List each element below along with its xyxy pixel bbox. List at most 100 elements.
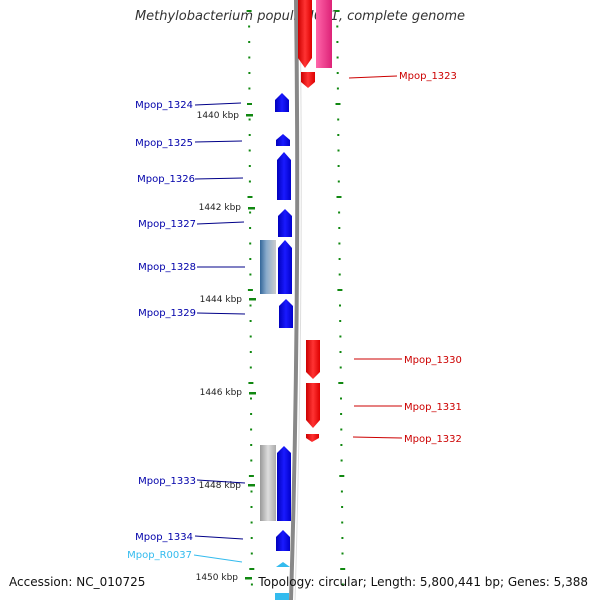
tick-mark (337, 180, 340, 183)
tick-mark (340, 413, 343, 415)
tick-mark (339, 335, 342, 338)
gene-feature-gray[interactable] (260, 240, 276, 294)
tick-mark (248, 149, 251, 152)
kbp-label: 1448 kbp (199, 481, 242, 491)
tick-mark (250, 413, 253, 415)
tick-mark (250, 552, 253, 555)
tick-mark (341, 506, 344, 508)
gene-feature-mpop-1327[interactable] (278, 209, 292, 237)
tick-mark (334, 10, 340, 12)
tick-mark (339, 304, 341, 307)
kbp-scale: 1440 kbp 1442 kbp 1444 kbp 1446 kbp 1448… (196, 111, 256, 583)
tick-mark (248, 475, 254, 477)
tick-mark (340, 397, 342, 400)
gene-label-mpop-1328[interactable]: Mpop_1328 (138, 262, 196, 273)
gene-feature-mpop-1332[interactable] (306, 434, 319, 442)
gene-label-mpop-1325[interactable]: Mpop_1325 (135, 138, 193, 149)
tick-mark (249, 351, 252, 353)
tick-mark (248, 165, 251, 167)
tick-mark (337, 289, 343, 291)
gene-label-mpop-1333[interactable]: Mpop_1333 (138, 476, 196, 487)
kbp-label: 1450 kbp (196, 573, 239, 583)
tick-mark (336, 25, 339, 28)
tick-mark (249, 242, 252, 245)
tick-mark (247, 196, 253, 198)
gene-feature-mpop-1326[interactable] (277, 152, 291, 200)
tick-mark (249, 227, 252, 229)
tick-mark (336, 72, 339, 74)
tick-mark (250, 521, 253, 524)
right-tick-track (334, 10, 346, 586)
gene-feature-mpop-1331[interactable] (306, 383, 320, 428)
gene-label-mpop-r0037[interactable]: Mpop_R0037 (127, 550, 192, 561)
tick-mark (248, 87, 251, 90)
tick-mark (250, 459, 253, 462)
tick-mark (339, 475, 345, 477)
tick-mark (246, 10, 252, 12)
gene-feature-mpop-1325[interactable] (276, 134, 290, 146)
backbone-line (289, 0, 300, 600)
tick-mark (248, 382, 254, 384)
tick-mark (337, 165, 340, 167)
tick-mark (247, 103, 252, 105)
tick-mark (337, 149, 340, 152)
tick-mark (248, 25, 251, 28)
tick-mark (250, 490, 253, 493)
gene-labels: Mpop_1323 Mpop_1324 Mpop_1325 Mpop_1326 … (127, 71, 462, 561)
gene-feature-mpop-1329[interactable] (279, 299, 293, 328)
gene-label-mpop-1331[interactable]: Mpop_1331 (404, 402, 462, 413)
tick-mark (336, 87, 339, 90)
gene-label-mpop-1330[interactable]: Mpop_1330 (404, 355, 462, 366)
topology-text: Topology: circular; Length: 5,800,441 bp… (258, 575, 588, 589)
tick-mark (338, 273, 341, 276)
gene-label-mpop-1332[interactable]: Mpop_1332 (404, 434, 462, 445)
tick-mark (249, 568, 255, 570)
gene-features (260, 0, 332, 600)
tick-mark (336, 196, 342, 198)
gene-feature-mpop-1333[interactable] (277, 446, 291, 521)
tick-mark (248, 56, 251, 59)
tick-mark (248, 41, 251, 43)
gene-label-mpop-1323[interactable]: Mpop_1323 (399, 71, 457, 82)
tick-mark (336, 56, 339, 59)
left-tick-track (246, 10, 255, 586)
gene-feature-mpop-1328[interactable] (278, 240, 292, 294)
tick-mark (340, 444, 343, 446)
gene-label-mpop-1334[interactable]: Mpop_1334 (135, 532, 193, 543)
tick-mark (337, 134, 340, 136)
gene-label-mpop-1327[interactable]: Mpop_1327 (138, 219, 196, 230)
accession-text: Accession: NC_010725 (9, 575, 146, 589)
tick-mark (340, 459, 343, 462)
gene-feature-mpop-1334[interactable] (276, 530, 290, 551)
tick-mark (248, 118, 251, 121)
gene-feature-mpop-1323[interactable] (301, 72, 315, 88)
tick-mark (250, 583, 253, 586)
tick-mark (248, 72, 251, 74)
gene-feature-rna[interactable] (275, 593, 289, 600)
gene-feature-pink[interactable] (316, 0, 332, 68)
tick-mark (341, 537, 344, 539)
gene-label-mpop-1329[interactable]: Mpop_1329 (138, 308, 196, 319)
gene-leaders (193, 75, 403, 563)
gene-feature-mpop-1324[interactable] (275, 93, 289, 112)
tick-mark (339, 351, 342, 353)
tick-mark (249, 258, 252, 260)
tick-mark (339, 366, 342, 369)
gene-label-mpop-1326[interactable]: Mpop_1326 (137, 174, 195, 185)
tick-mark (338, 211, 341, 214)
gene-feature-mpop-1330[interactable] (306, 340, 320, 379)
gene-label-mpop-1324[interactable]: Mpop_1324 (135, 100, 193, 111)
kbp-label: 1440 kbp (197, 111, 240, 121)
kbp-label: 1444 kbp (200, 295, 243, 305)
tick-mark (249, 211, 252, 214)
tick-mark (249, 273, 252, 276)
tick-mark (338, 242, 341, 245)
tick-mark (250, 506, 253, 508)
tick-mark (336, 41, 339, 43)
tick-mark (250, 428, 253, 431)
gene-feature-gray[interactable] (260, 445, 276, 521)
gene-feature-mpop-r0037[interactable] (276, 562, 290, 567)
gene-feature-reverse[interactable] (298, 0, 312, 68)
